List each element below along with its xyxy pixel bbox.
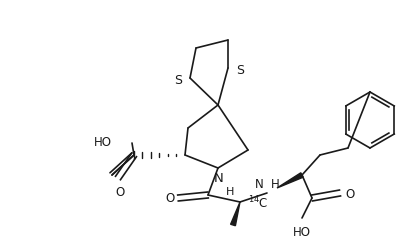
Text: O: O xyxy=(344,188,353,201)
Text: $^{14}$CH$_3$: $^{14}$CH$_3$ xyxy=(211,238,244,239)
Text: H: H xyxy=(270,179,279,191)
Text: $^{14}$C: $^{14}$C xyxy=(247,195,268,211)
Polygon shape xyxy=(276,173,302,188)
Text: H: H xyxy=(225,187,234,197)
Text: HO: HO xyxy=(292,226,310,239)
Text: O: O xyxy=(165,192,174,206)
Text: S: S xyxy=(235,64,243,76)
Text: N: N xyxy=(214,172,223,185)
Text: N: N xyxy=(255,179,263,191)
Text: S: S xyxy=(174,74,182,87)
Text: HO: HO xyxy=(94,136,112,150)
Text: O: O xyxy=(115,186,124,199)
Polygon shape xyxy=(230,202,239,226)
